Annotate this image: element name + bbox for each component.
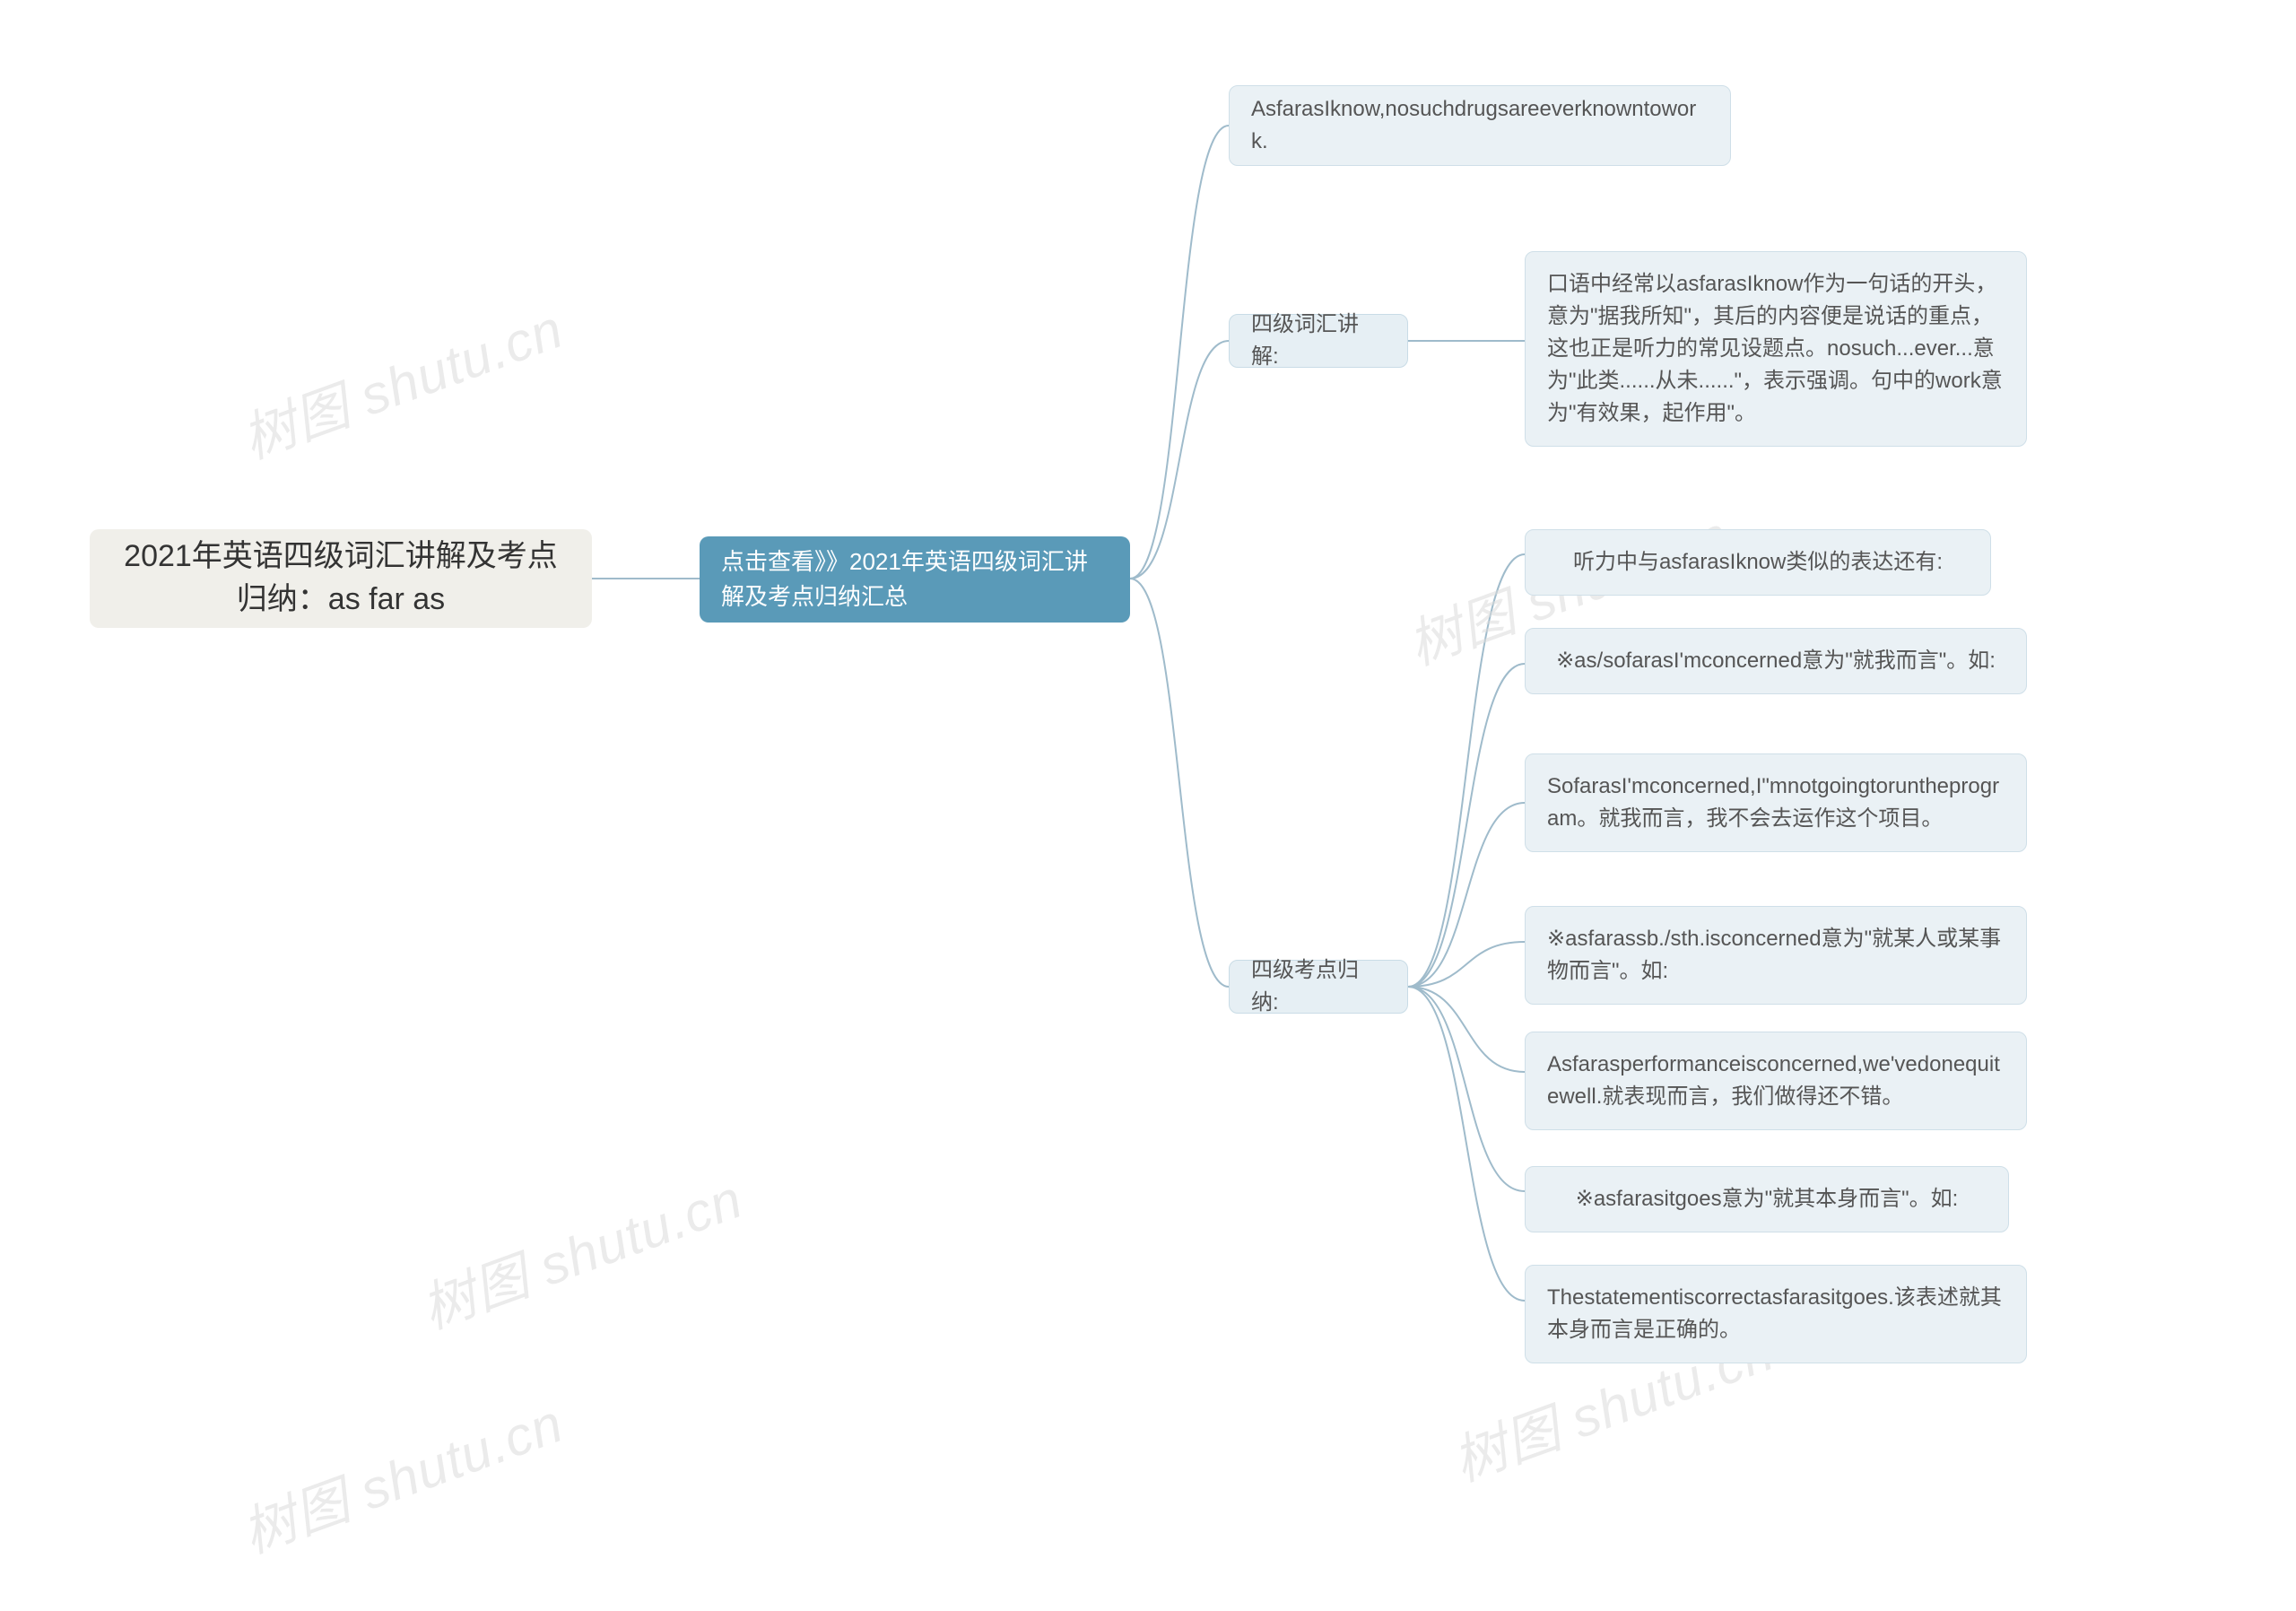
summary-child-node-1[interactable]: ※as/sofarasI'mconcerned意为"就我而言"。如: (1525, 628, 2027, 694)
level1-node[interactable]: 点击查看》》2021年英语四级词汇讲解及考点归纳汇总 (700, 536, 1130, 623)
summary-child-node-4[interactable]: Asfarasperformanceisconcerned,we'vedoneq… (1525, 1032, 2027, 1130)
summary-child-node-2[interactable]: SofarasI'mconcerned,I"mnotgoingtorunthep… (1525, 753, 2027, 852)
summary-child-node-0[interactable]: 听力中与asfarasIknow类似的表达还有: (1525, 529, 1991, 596)
summary-child-label: ※as/sofarasI'mconcerned意为"就我而言"。如: (1556, 645, 1996, 677)
level2-explain-node[interactable]: 四级词汇讲解: (1229, 314, 1408, 368)
level2-summary-node[interactable]: 四级考点归纳: (1229, 960, 1408, 1014)
explain-child-node[interactable]: 口语中经常以asfarasIknow作为一句话的开头，意为"据我所知"，其后的内… (1525, 251, 2027, 447)
root-label: 2021年英语四级词汇讲解及考点归纳：as far as (111, 536, 570, 621)
level2-sentence-label: AsfarasIknow,nosuchdrugsareeverknowntowo… (1251, 93, 1709, 158)
watermark-text: 树图 shutu.cn (409, 1156, 752, 1345)
summary-child-node-5[interactable]: ※asfarasitgoes意为"就其本身而言"。如: (1525, 1166, 2009, 1232)
level2-explain-label: 四级词汇讲解: (1251, 309, 1386, 373)
summary-child-node-6[interactable]: Thestatementiscorrectasfarasitgoes.该表述就其… (1525, 1265, 2027, 1363)
level1-label: 点击查看》》2021年英语四级词汇讲解及考点归纳汇总 (721, 544, 1109, 614)
summary-child-node-3[interactable]: ※asfarassb./sth.isconcerned意为"就某人或某事物而言"… (1525, 906, 2027, 1005)
summary-child-label: SofarasI'mconcerned,I"mnotgoingtorunthep… (1547, 771, 2005, 835)
summary-child-label: ※asfarassb./sth.isconcerned意为"就某人或某事物而言"… (1547, 923, 2005, 988)
summary-child-label: ※asfarasitgoes意为"就其本身而言"。如: (1576, 1183, 1959, 1215)
level2-sentence-node[interactable]: AsfarasIknow,nosuchdrugsareeverknowntowo… (1229, 85, 1731, 166)
root-node[interactable]: 2021年英语四级词汇讲解及考点归纳：as far as (90, 529, 592, 628)
summary-child-label: 听力中与asfarasIknow类似的表达还有: (1573, 546, 1943, 579)
watermark-text: 树图 shutu.cn (230, 286, 572, 475)
level2-summary-label: 四级考点归纳: (1251, 954, 1386, 1019)
watermark-text: 树图 shutu.cn (230, 1380, 572, 1569)
summary-child-label: Thestatementiscorrectasfarasitgoes.该表述就其… (1547, 1282, 2005, 1346)
explain-child-label: 口语中经常以asfarasIknow作为一句话的开头，意为"据我所知"，其后的内… (1547, 268, 2005, 430)
summary-child-label: Asfarasperformanceisconcerned,we'vedoneq… (1547, 1049, 2005, 1113)
mindmap-canvas: 树图 shutu.cn 树图 shutu.cn 树图 shutu.cn 树图 s… (0, 0, 2296, 1611)
